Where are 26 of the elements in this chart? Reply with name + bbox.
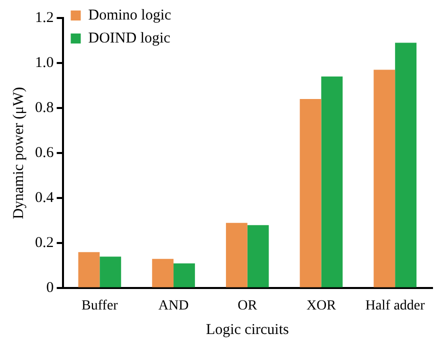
- bar: [300, 99, 322, 288]
- bar: [152, 258, 174, 288]
- y-tick-label: 1.2: [35, 10, 54, 26]
- x-tick-label: XOR: [306, 298, 337, 314]
- y-tick-label: 0: [46, 280, 54, 296]
- legend-label: Domino logic: [88, 7, 172, 24]
- y-tick-label: 1.0: [35, 54, 54, 71]
- y-tick-label: 0.8: [35, 100, 54, 116]
- bar: [247, 225, 269, 288]
- x-tick-label: Half adder: [365, 298, 426, 314]
- bar: [321, 76, 343, 288]
- x-axis-title: Logic circuits: [206, 322, 289, 338]
- y-tick-label: 0.2: [35, 235, 54, 252]
- y-tick-label: 0.6: [35, 145, 54, 162]
- x-tick-label: OR: [238, 298, 258, 314]
- legend-label: DOIND logic: [88, 30, 171, 46]
- y-tick-label: 0.4: [35, 190, 54, 206]
- y-axis-title: Dynamic power (μW): [10, 87, 27, 220]
- bar: [174, 263, 195, 288]
- x-tick-label: Buffer: [82, 298, 118, 314]
- bar: [78, 252, 100, 288]
- x-tick-label: AND: [158, 298, 189, 314]
- bar: [395, 42, 416, 288]
- bar: [100, 256, 122, 288]
- bar: [374, 70, 396, 288]
- bar: [226, 222, 248, 288]
